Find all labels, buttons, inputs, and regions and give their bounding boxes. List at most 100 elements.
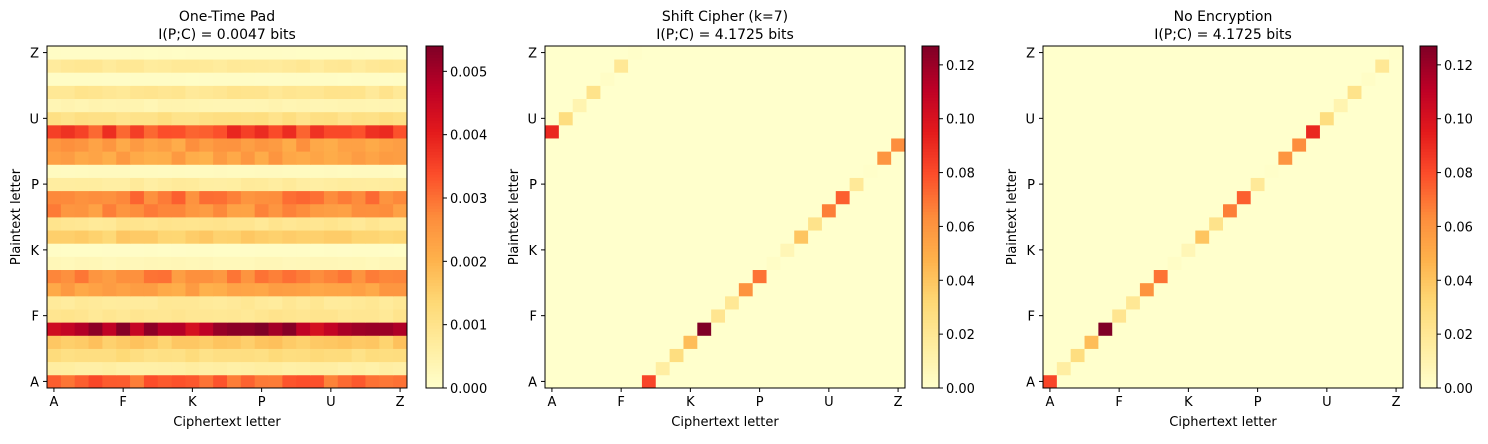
heatmap-cell bbox=[891, 309, 906, 323]
colorbar-segment bbox=[426, 305, 443, 309]
heatmap-cell bbox=[877, 151, 892, 165]
heatmap-cell bbox=[1250, 124, 1265, 139]
colorbar-segment bbox=[922, 288, 939, 292]
heatmap-cell bbox=[143, 256, 159, 271]
heatmap-cell bbox=[1361, 374, 1376, 389]
heatmap-cell bbox=[102, 59, 117, 73]
heatmap-cell bbox=[1209, 124, 1224, 139]
heatmap-cell bbox=[254, 46, 269, 60]
heatmap-cell bbox=[337, 230, 353, 244]
colorbar-segment bbox=[1420, 214, 1437, 218]
colorbar-segment bbox=[1420, 222, 1437, 227]
heatmap-cell bbox=[1319, 151, 1335, 165]
heatmap-cell bbox=[794, 124, 809, 139]
heatmap-cell bbox=[669, 203, 684, 218]
colorbar-segment bbox=[1420, 51, 1437, 56]
heatmap-cell bbox=[683, 374, 698, 389]
heatmap-cell bbox=[268, 138, 283, 152]
heatmap-cell bbox=[1209, 138, 1224, 152]
heatmap-cell bbox=[545, 138, 560, 152]
heatmap-cell bbox=[1084, 374, 1099, 389]
colorbar-segment bbox=[922, 348, 939, 352]
heatmap-cell bbox=[143, 59, 159, 73]
heatmap-cell bbox=[143, 164, 159, 178]
heatmap-cell bbox=[738, 203, 754, 218]
x-tick-label: F bbox=[119, 395, 126, 410]
heatmap-cell bbox=[130, 361, 145, 376]
heatmap-cell bbox=[655, 138, 671, 152]
heatmap-cell bbox=[1126, 151, 1141, 165]
heatmap-cell bbox=[1209, 335, 1224, 349]
heatmap-cell bbox=[1223, 46, 1238, 60]
heatmap-cell bbox=[1347, 85, 1362, 100]
heatmap-cell bbox=[1126, 282, 1141, 297]
colorbar-segment bbox=[1420, 140, 1437, 144]
heatmap-cell bbox=[1056, 59, 1072, 73]
heatmap-cell bbox=[1292, 374, 1307, 389]
colorbar-segment bbox=[1420, 174, 1437, 178]
heatmap-cell bbox=[766, 59, 781, 73]
colorbar-segment bbox=[1420, 276, 1437, 281]
heatmap-cell bbox=[1195, 243, 1210, 257]
heatmap-cell bbox=[74, 374, 89, 389]
colorbar-segment bbox=[1420, 376, 1437, 380]
heatmap-cell bbox=[1126, 72, 1141, 86]
heatmap-cell bbox=[310, 111, 325, 126]
heatmap-cell bbox=[1250, 217, 1265, 231]
heatmap-cell bbox=[1195, 335, 1210, 349]
colorbar-segment bbox=[922, 111, 939, 115]
heatmap-cell bbox=[323, 85, 339, 100]
colorbar-segment bbox=[426, 205, 443, 209]
heatmap-cell bbox=[1319, 98, 1335, 113]
heatmap-cell bbox=[1250, 256, 1265, 271]
heatmap-cell bbox=[683, 111, 698, 126]
heatmap-cell bbox=[1043, 348, 1058, 363]
heatmap-cell bbox=[1389, 348, 1404, 363]
heatmap-cell bbox=[1112, 59, 1127, 73]
heatmap-cell bbox=[1389, 151, 1404, 165]
heatmap-cell bbox=[1278, 46, 1293, 60]
heatmap-cell bbox=[1236, 85, 1252, 100]
heatmap-cell bbox=[1292, 203, 1307, 218]
heatmap-cell bbox=[365, 322, 380, 336]
heatmap-cell bbox=[766, 138, 781, 152]
colorbar-segment bbox=[426, 328, 443, 332]
heatmap-cell bbox=[1264, 98, 1279, 113]
heatmap-cell bbox=[1112, 124, 1127, 139]
heatmap-cell bbox=[1389, 190, 1404, 205]
heatmap-cell bbox=[1139, 282, 1155, 297]
heatmap-cell bbox=[47, 72, 62, 86]
colorbar-segment bbox=[426, 299, 443, 303]
heatmap-cell bbox=[738, 309, 754, 323]
colorbar-segment bbox=[426, 336, 443, 341]
colorbar-segment bbox=[1420, 191, 1437, 195]
heatmap-cell bbox=[351, 98, 366, 113]
heatmap-cell bbox=[47, 374, 62, 389]
heatmap-cell bbox=[1098, 72, 1113, 86]
heatmap-cell bbox=[1126, 322, 1141, 336]
heatmap-cell bbox=[116, 151, 131, 165]
heatmap-cell bbox=[171, 282, 186, 297]
heatmap-cell bbox=[199, 322, 214, 336]
heatmap-cell bbox=[766, 295, 781, 310]
heatmap-cell bbox=[60, 309, 76, 323]
heatmap-cell bbox=[1139, 124, 1155, 139]
colorbar-segment bbox=[1420, 208, 1437, 212]
heatmap-cell bbox=[171, 72, 186, 86]
heatmap-cell bbox=[558, 374, 574, 389]
heatmap-cell bbox=[808, 243, 823, 257]
colorbar-segment bbox=[426, 276, 443, 281]
heatmap-cell bbox=[835, 190, 851, 205]
heatmap-cell bbox=[545, 348, 560, 363]
heatmap-cell bbox=[1084, 46, 1099, 60]
heatmap-cell bbox=[1139, 85, 1155, 100]
heatmap-cell bbox=[558, 282, 574, 297]
heatmap-cell bbox=[614, 46, 629, 60]
heatmap-cell bbox=[808, 282, 823, 297]
heatmap-cell bbox=[157, 282, 173, 297]
heatmap-cell bbox=[752, 217, 767, 231]
heatmap-cell bbox=[1195, 230, 1210, 244]
heatmap-cell bbox=[1389, 72, 1404, 86]
heatmap-cell bbox=[821, 164, 837, 178]
heatmap-cell bbox=[780, 309, 795, 323]
